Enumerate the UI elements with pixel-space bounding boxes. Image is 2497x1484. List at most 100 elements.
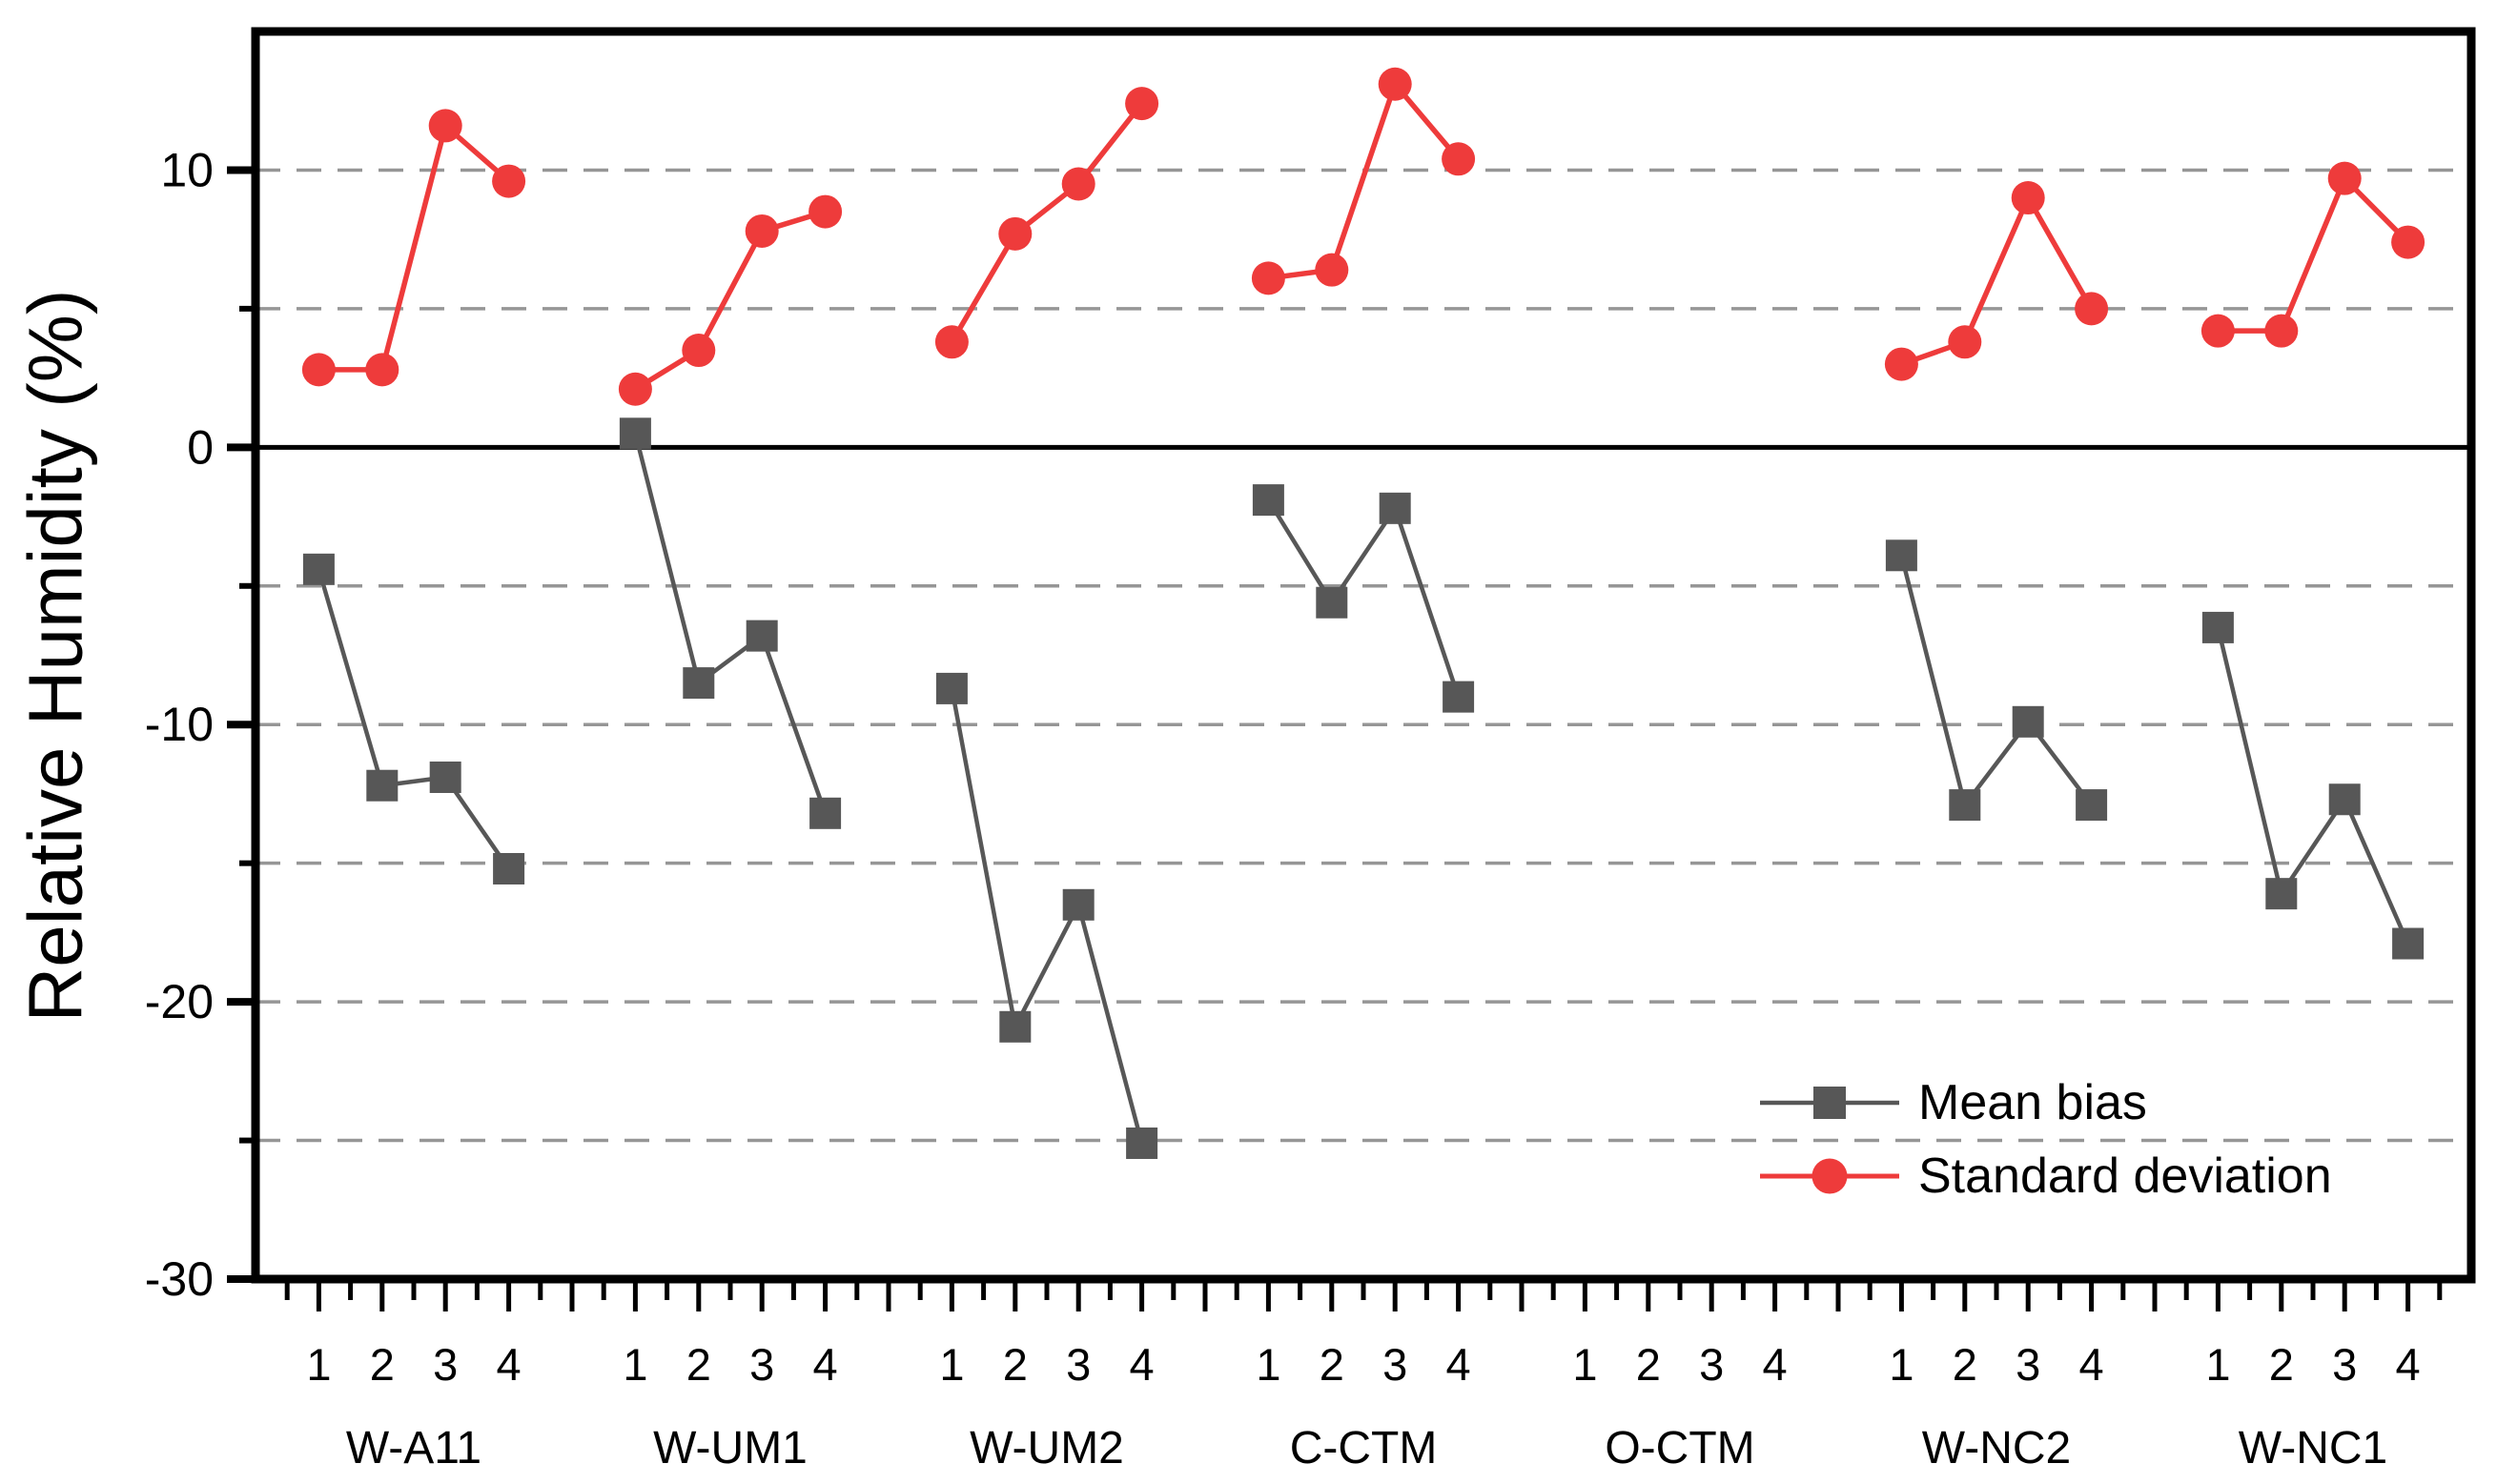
mean-bias-marker <box>999 1010 1032 1043</box>
mean-bias-marker <box>302 553 335 585</box>
x-point-label: 4 <box>1763 1339 1788 1390</box>
legend-label-std-deviation: Standard deviation <box>1918 1149 2332 1204</box>
x-group-label: W-NC1 <box>2239 1423 2387 1474</box>
mean-bias-marker <box>1949 789 1981 822</box>
x-point-label: 1 <box>1889 1339 1914 1390</box>
mean-bias-marker <box>366 769 399 802</box>
mean-bias-line <box>950 687 1144 1145</box>
std-deviation-marker <box>2264 314 2299 348</box>
x-point-label: 1 <box>623 1339 647 1390</box>
std-deviation-marker <box>2011 181 2045 215</box>
mean-bias-marker <box>1379 492 1411 524</box>
mean-bias-marker <box>2328 783 2361 816</box>
std-deviation-marker <box>1884 347 1918 381</box>
x-point-label: 2 <box>1320 1339 1344 1390</box>
mean-bias-marker <box>1316 586 1348 619</box>
x-point-label: 4 <box>1130 1339 1155 1390</box>
x-point-label: 1 <box>2205 1339 2230 1390</box>
std-deviation-marker <box>808 194 843 229</box>
mean-bias-marker <box>619 417 651 450</box>
legend-mean-bias-marker <box>1813 1087 1846 1119</box>
y-axis-label: -10 <box>145 698 214 751</box>
y-axis-label: -20 <box>145 975 214 1028</box>
std-deviation-marker <box>365 353 399 387</box>
mean-bias-marker <box>493 852 525 884</box>
std-deviation-marker <box>745 213 779 248</box>
mean-bias-line <box>317 568 511 870</box>
mean-bias-line <box>2216 626 2410 945</box>
legend: Mean bias Standard deviation <box>1760 1075 2332 1204</box>
plot-border <box>251 27 2476 1284</box>
x-point-label: 1 <box>1256 1339 1280 1390</box>
x-point-label: 1 <box>306 1339 331 1390</box>
std-deviation-marker <box>1315 253 1349 287</box>
mean-bias-line <box>1266 498 1461 698</box>
x-point-label: 1 <box>1572 1339 1597 1390</box>
std-deviation-line <box>633 209 827 392</box>
x-point-label: 3 <box>1382 1339 1407 1390</box>
std-deviation-marker <box>301 353 336 387</box>
x-point-label: 4 <box>813 1339 838 1390</box>
x-point-label: 2 <box>370 1339 395 1390</box>
x-point-label: 2 <box>1003 1339 1028 1390</box>
std-deviation-line <box>1900 194 2094 367</box>
mean-bias-marker <box>2392 927 2425 960</box>
std-deviation-line <box>1268 81 1461 281</box>
y-axis-label: 0 <box>187 420 214 474</box>
x-point-label: 2 <box>1636 1339 1661 1390</box>
x-point-label: 3 <box>2332 1339 2357 1390</box>
std-deviation-marker <box>2200 314 2235 348</box>
mean-bias-marker <box>2012 705 2044 738</box>
mean-bias-marker <box>1443 681 1475 713</box>
std-deviation-marker <box>682 334 716 368</box>
y-axis-title: Relative Humidity (%) <box>13 289 98 1022</box>
std-deviation-line <box>318 123 511 373</box>
mean-bias-marker <box>1252 484 1284 517</box>
mean-bias-marker <box>2201 611 2234 643</box>
std-deviation-marker <box>998 216 1033 251</box>
mean-bias-marker <box>429 761 461 793</box>
x-point-label: 3 <box>1699 1339 1724 1390</box>
mean-bias-marker <box>935 672 968 704</box>
y-axis-label: -30 <box>145 1252 214 1306</box>
mean-bias-marker <box>1885 539 1917 572</box>
x-point-label: 2 <box>686 1339 711 1390</box>
x-point-label: 3 <box>749 1339 774 1390</box>
std-deviation-marker <box>492 164 526 198</box>
std-deviation-marker <box>1948 325 1982 359</box>
legend-std-deviation-marker <box>1811 1158 1848 1194</box>
x-group-label: O-CTM <box>1605 1423 1754 1474</box>
x-group-label: W-A11 <box>346 1423 481 1474</box>
x-point-label: 3 <box>433 1339 458 1390</box>
std-deviation-marker <box>2391 225 2425 259</box>
std-deviation-marker <box>2075 292 2109 326</box>
std-deviation-marker <box>1251 261 1285 295</box>
std-deviation-marker <box>428 109 462 143</box>
y-axis-label: 10 <box>160 143 214 196</box>
std-deviation-marker <box>2327 161 2362 195</box>
x-group-label: W-UM1 <box>653 1423 808 1474</box>
mean-bias-marker <box>683 667 715 700</box>
x-group-label: W-NC2 <box>1922 1423 2071 1474</box>
x-point-label: 4 <box>497 1339 522 1390</box>
mean-bias-marker <box>2076 789 2108 822</box>
x-point-label: 4 <box>2079 1339 2104 1390</box>
x-group-label: C-CTM <box>1290 1423 1438 1474</box>
mean-bias-marker <box>809 797 842 829</box>
legend-label-mean-bias: Mean bias <box>1918 1075 2147 1130</box>
std-deviation-marker <box>1378 67 1412 101</box>
mean-bias-marker <box>1126 1127 1158 1159</box>
std-deviation-line <box>2218 175 2410 334</box>
x-point-label: 2 <box>2269 1339 2294 1390</box>
mean-bias-line <box>1899 555 2094 807</box>
mean-bias-marker <box>2265 878 2298 910</box>
x-point-label: 3 <box>2016 1339 2040 1390</box>
x-point-label: 4 <box>2396 1339 2421 1390</box>
x-group-label: W-UM2 <box>970 1423 1124 1474</box>
std-deviation-marker <box>1061 167 1095 201</box>
mean-bias-marker <box>1062 888 1095 921</box>
std-deviation-marker <box>618 372 652 406</box>
